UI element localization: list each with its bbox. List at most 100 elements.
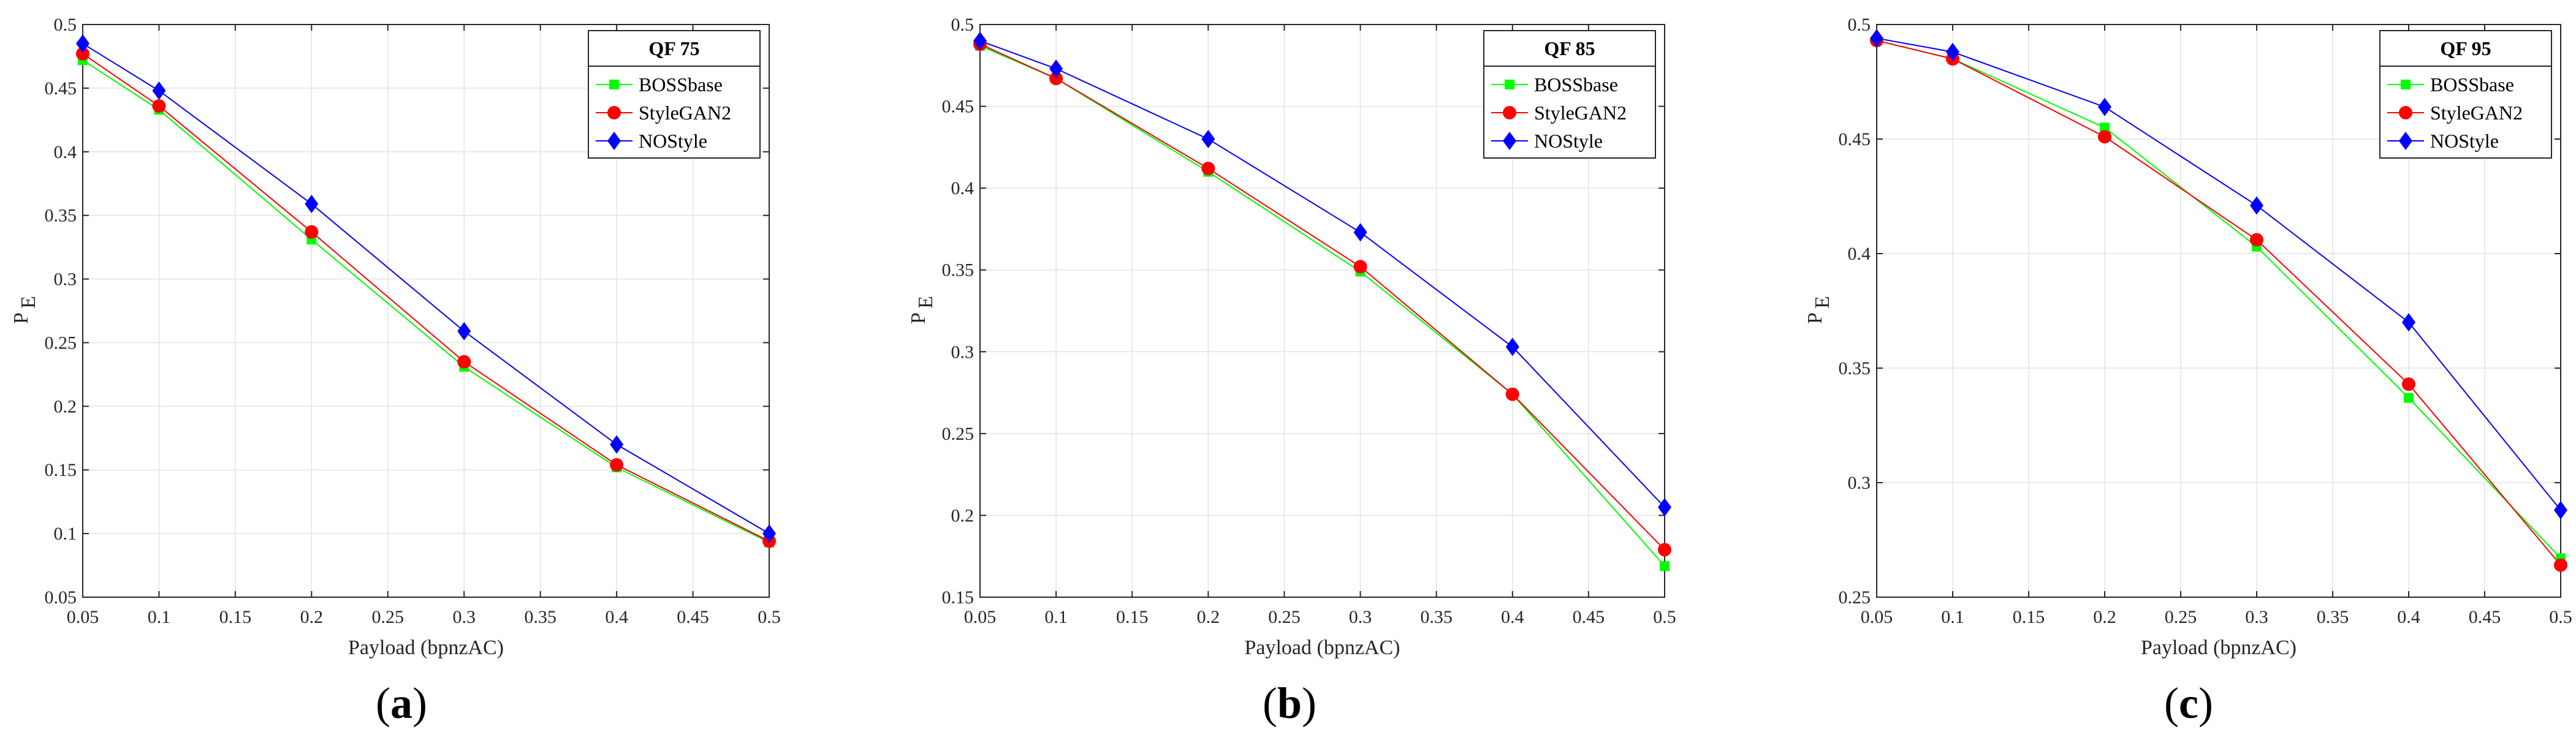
panel-label-open-paren: ( <box>2164 679 2179 728</box>
grid-lines <box>1876 24 2561 598</box>
data-point-stylegan2 <box>1505 387 1519 401</box>
x-axis-label: Payload (bpnzAC) <box>2141 636 2297 659</box>
x-tick-label: 0.2 <box>1197 607 1220 627</box>
data-point-stylegan2 <box>2098 130 2111 144</box>
y-tick-label: 0.45 <box>942 97 975 117</box>
x-tick-label: 0.5 <box>1653 607 1676 627</box>
data-point-nostyle <box>152 81 166 100</box>
data-point-nostyle <box>305 194 319 213</box>
y-tick-label: 0.3 <box>951 342 975 362</box>
series-line-nostyle <box>1876 37 2561 511</box>
x-tick-label: 0.5 <box>758 607 781 627</box>
data-point-nostyle <box>76 34 89 53</box>
legend-entry: BOSSbase <box>2387 74 2514 96</box>
data-point-nostyle <box>1201 130 1215 148</box>
data-point-bossbase <box>2100 123 2110 133</box>
legend-title: QF 85 <box>1544 37 1595 59</box>
y-tick-label: 0.25 <box>942 424 975 444</box>
legend-label: BOSSbase <box>2430 74 2514 96</box>
legend-marker-swatch <box>1503 106 1516 119</box>
y-tick-label: 0.25 <box>45 333 77 353</box>
legend-entry: NOStyle <box>2387 130 2499 152</box>
panel-label-open-paren: ( <box>376 679 390 728</box>
legend: QF 85 BOSSbase StyleGAN2 NOStyle <box>1483 30 1656 159</box>
data-point-nostyle <box>1658 498 1671 517</box>
y-tick-label: 0.15 <box>45 460 77 480</box>
legend: QF 75 BOSSbase StyleGAN2 NOStyle <box>588 30 761 159</box>
data-point-stylegan2 <box>1658 543 1671 557</box>
y-tick-label: 0.35 <box>1839 358 1871 379</box>
data-point-nostyle <box>1505 337 1519 356</box>
legend-label: StyleGAN2 <box>639 102 731 124</box>
x-tick-label: 0.35 <box>524 607 557 627</box>
data-point-nostyle <box>973 31 987 50</box>
x-tick-label: 0.25 <box>1268 607 1301 627</box>
axes-box <box>979 24 1665 598</box>
data-point-stylegan2 <box>1049 72 1063 86</box>
data-point-stylegan2 <box>1201 162 1215 176</box>
data-point-stylegan2 <box>457 355 471 369</box>
x-tick-label: 0.2 <box>300 607 324 627</box>
legend: QF 95 BOSSbase StyleGAN2 NOStyle <box>2379 30 2552 159</box>
legend-entry: StyleGAN2 <box>2387 102 2523 124</box>
data-point-stylegan2 <box>2554 558 2567 572</box>
data-point-nostyle <box>457 322 471 341</box>
data-point-nostyle <box>2554 500 2567 519</box>
y-tick-label: 0.35 <box>942 260 975 281</box>
x-tick-label: 0.3 <box>2245 607 2268 627</box>
legend-marker-swatch <box>2399 132 2412 150</box>
data-point-stylegan2 <box>305 225 319 239</box>
y-tick-label: 0.5 <box>54 15 77 35</box>
legend-label: StyleGAN2 <box>2430 102 2523 124</box>
data-point-nostyle <box>2250 196 2263 215</box>
y-tick-label: 0.2 <box>951 505 975 526</box>
data-point-nostyle <box>1946 42 1959 61</box>
y-tick-label: 0.3 <box>54 270 77 290</box>
y-tick-label: 0.15 <box>942 587 975 608</box>
legend-label: BOSSbase <box>639 74 723 96</box>
x-tick-label: 0.4 <box>1501 607 1524 627</box>
legend-marker-swatch <box>2401 80 2411 89</box>
legend-title: QF 95 <box>2440 37 2491 59</box>
data-point-nostyle <box>2098 97 2111 116</box>
y-axis-label-main: P <box>907 312 930 324</box>
legend-title-box <box>2379 30 2552 67</box>
y-axis-label-main: P <box>1804 312 1826 324</box>
y-axis-label: PE <box>10 296 40 324</box>
panel-label-close-paren: ) <box>2198 679 2213 728</box>
y-tick-label: 0.4 <box>1848 244 1871 264</box>
series-group <box>973 31 1671 571</box>
legend-entry: NOStyle <box>596 130 707 152</box>
legend-marker-swatch <box>607 106 621 119</box>
y-tick-label: 0.5 <box>951 15 975 35</box>
y-axis-label-subscript: E <box>1811 296 1834 309</box>
data-point-stylegan2 <box>2402 377 2415 391</box>
data-point-nostyle <box>2402 313 2415 332</box>
chart-panel-a: 0.05 0.1 0.15 0.2 0.25 0.3 0.35 0.4 0.45 0.5 0.05 0… <box>10 15 781 728</box>
data-point-nostyle <box>1353 223 1367 242</box>
tick-labels: 0.05 0.1 0.15 0.2 0.25 0.3 0.35 0.4 0.45 0.5 0.25 0… <box>1839 15 2572 627</box>
legend-entry: StyleGAN2 <box>1491 102 1627 124</box>
legend-label: NOStyle <box>1534 130 1603 152</box>
x-tick-label: 0.15 <box>219 607 252 627</box>
panel-label-letter: b <box>1277 679 1302 728</box>
y-tick-label: 0.3 <box>1848 473 1871 493</box>
x-tick-label: 0.3 <box>452 607 476 627</box>
tick-labels: 0.05 0.1 0.15 0.2 0.25 0.3 0.35 0.4 0.45 0.5 0.05 0… <box>45 15 781 627</box>
series-line-stylegan2 <box>82 53 770 542</box>
legend-title: QF 75 <box>648 37 699 59</box>
legend-label: BOSSbase <box>1534 74 1618 96</box>
x-tick-label: 0.05 <box>67 607 99 627</box>
data-point-nostyle <box>762 524 776 543</box>
x-tick-label: 0.35 <box>1420 607 1453 627</box>
y-tick-label: 0.35 <box>45 206 77 226</box>
y-axis-label-main: P <box>10 312 32 324</box>
tick-labels: 0.05 0.1 0.15 0.2 0.25 0.3 0.35 0.4 0.45 0.5 0.15 0… <box>942 15 1676 627</box>
data-point-bossbase <box>2404 393 2414 403</box>
legend-title-box <box>588 30 761 67</box>
panel-label-letter: c <box>2179 679 2198 728</box>
panel-label: (b) <box>1263 679 1316 728</box>
y-tick-label: 0.5 <box>1848 15 1871 35</box>
legend-marker-swatch <box>2399 106 2412 119</box>
